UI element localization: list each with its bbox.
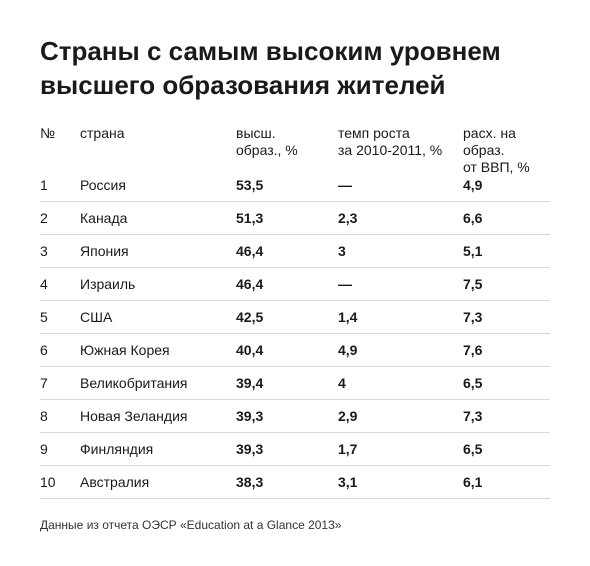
- data-table: № страна высш. образ., % темп роста за 2…: [40, 125, 550, 499]
- row-higher-education: 46,4: [236, 243, 264, 259]
- row-education-spending: 7,5: [463, 276, 483, 292]
- row-number: 1: [40, 177, 48, 193]
- row-number: 4: [40, 276, 48, 292]
- header-education-spending-line2: от ВВП, %: [463, 159, 530, 175]
- row-education-spending: 7,6: [463, 342, 483, 358]
- header-higher-education-line1: высш.: [236, 125, 276, 141]
- row-higher-education: 51,3: [236, 210, 264, 226]
- row-country: Южная Корея: [80, 342, 170, 358]
- table-row: 9 Финляндия 39,3 1,7 6,5: [40, 433, 550, 466]
- row-growth-rate: 2,9: [338, 408, 358, 424]
- table-row: 6 Южная Корея 40,4 4,9 7,6: [40, 334, 550, 367]
- row-education-spending: 6,1: [463, 474, 483, 490]
- row-number: 9: [40, 441, 48, 457]
- row-number: 8: [40, 408, 48, 424]
- row-growth-rate: 3,1: [338, 474, 358, 490]
- row-higher-education: 42,5: [236, 309, 264, 325]
- row-country: Япония: [80, 243, 129, 259]
- row-growth-rate: 4,9: [338, 342, 358, 358]
- row-education-spending: 7,3: [463, 309, 483, 325]
- row-growth-rate: 1,4: [338, 309, 358, 325]
- row-growth-rate: —: [338, 177, 352, 193]
- table-row: 1 Россия 53,5 — 4,9: [40, 169, 550, 202]
- row-education-spending: 6,5: [463, 441, 483, 457]
- header-education-spending-line1: расх. на образ.: [463, 125, 516, 158]
- header-education-spending: расх. на образ. от ВВП, %: [463, 125, 550, 176]
- row-growth-rate: 2,3: [338, 210, 358, 226]
- row-country: Израиль: [80, 276, 136, 292]
- header-growth-rate: темп роста за 2010-2011, %: [338, 125, 442, 159]
- table-row: 10 Австралия 38,3 3,1 6,1: [40, 466, 550, 499]
- row-country: Новая Зеландия: [80, 408, 188, 424]
- row-number: 5: [40, 309, 48, 325]
- row-growth-rate: 1,7: [338, 441, 358, 457]
- row-education-spending: 6,6: [463, 210, 483, 226]
- header-higher-education: высш. образ., %: [236, 125, 298, 159]
- source-footnote: Данные из отчета ОЭСР «Education at a Gl…: [40, 518, 342, 532]
- row-higher-education: 40,4: [236, 342, 264, 358]
- row-country: Россия: [80, 177, 126, 193]
- row-growth-rate: 4: [338, 375, 346, 391]
- table-body: 1 Россия 53,5 — 4,9 2 Канада 51,3 2,3 6,6 3 Япония 4…: [40, 169, 550, 499]
- row-higher-education: 46,4: [236, 276, 264, 292]
- row-education-spending: 4,9: [463, 177, 483, 193]
- table-row: 8 Новая Зеландия 39,3 2,9 7,3: [40, 400, 550, 433]
- row-higher-education: 39,3: [236, 441, 264, 457]
- row-number: 10: [40, 474, 56, 490]
- row-growth-rate: —: [338, 276, 352, 292]
- table-row: 4 Израиль 46,4 — 7,5: [40, 268, 550, 301]
- table-row: 2 Канада 51,3 2,3 6,6: [40, 202, 550, 235]
- row-higher-education: 39,4: [236, 375, 264, 391]
- row-country: Великобритания: [80, 375, 188, 391]
- row-higher-education: 53,5: [236, 177, 264, 193]
- row-country: Финляндия: [80, 441, 154, 457]
- row-number: 2: [40, 210, 48, 226]
- row-education-spending: 5,1: [463, 243, 483, 259]
- row-higher-education: 39,3: [236, 408, 264, 424]
- row-country: Австралия: [80, 474, 150, 490]
- row-country: США: [80, 309, 113, 325]
- row-country: Канада: [80, 210, 128, 226]
- row-growth-rate: 3: [338, 243, 346, 259]
- table-row: 3 Япония 46,4 3 5,1: [40, 235, 550, 268]
- row-number: 3: [40, 243, 48, 259]
- table-row: 7 Великобритания 39,4 4 6,5: [40, 367, 550, 400]
- row-education-spending: 7,3: [463, 408, 483, 424]
- header-number: №: [40, 125, 56, 141]
- header-growth-rate-line2: за 2010-2011, %: [338, 142, 443, 158]
- row-number: 7: [40, 375, 48, 391]
- table-header: № страна высш. образ., % темп роста за 2…: [40, 125, 550, 175]
- header-country: страна: [80, 125, 125, 141]
- table-row: 5 США 42,5 1,4 7,3: [40, 301, 550, 334]
- header-growth-rate-line1: темп роста: [338, 125, 410, 141]
- header-higher-education-line2: образ., %: [236, 142, 298, 158]
- row-number: 6: [40, 342, 48, 358]
- row-education-spending: 6,5: [463, 375, 483, 391]
- row-higher-education: 38,3: [236, 474, 264, 490]
- page-title: Страны с самым высоким уровнем высшего о…: [40, 36, 501, 100]
